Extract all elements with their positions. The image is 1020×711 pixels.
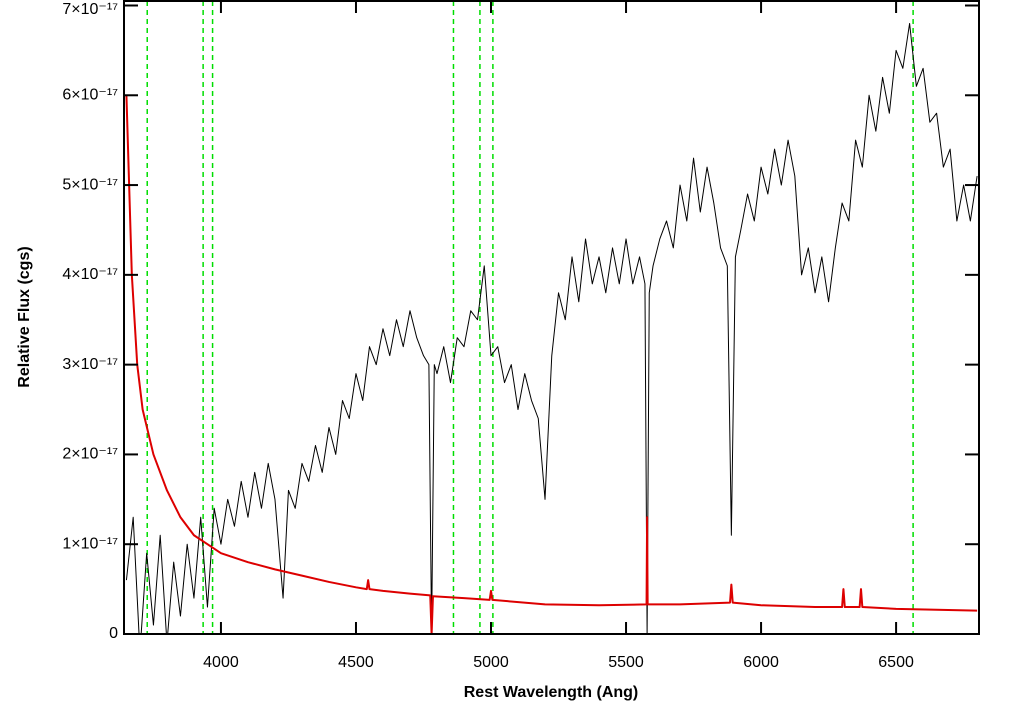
y-tick-label: 3×10⁻¹⁷ bbox=[62, 356, 118, 373]
y-tick-label: 2×10⁻¹⁷ bbox=[62, 446, 118, 463]
spectrum-line bbox=[125, 22, 978, 634]
y-tick-label: 4×10⁻¹⁷ bbox=[62, 266, 118, 283]
y-tick-label: 1×10⁻¹⁷ bbox=[62, 535, 118, 552]
y-tick-label: 6×10⁻¹⁷ bbox=[62, 86, 118, 103]
x-tick-label: 5500 bbox=[608, 654, 644, 671]
x-tick-label: 6500 bbox=[878, 654, 914, 671]
plot-area bbox=[125, 1, 978, 634]
x-tick-label: 4500 bbox=[338, 654, 374, 671]
spectrum-line bbox=[125, 95, 978, 634]
x-axis-title: Rest Wavelength (Ang) bbox=[464, 684, 639, 701]
y-tick-label: 7×10⁻¹⁷ bbox=[62, 1, 118, 18]
x-tick-label: 6000 bbox=[743, 654, 779, 671]
x-tick-label: 5000 bbox=[473, 654, 509, 671]
x-tick-label: 4000 bbox=[203, 654, 239, 671]
plot-frame bbox=[123, 0, 980, 635]
y-tick-label: 5×10⁻¹⁷ bbox=[62, 176, 118, 193]
y-tick-label: 0 bbox=[109, 625, 118, 642]
y-axis-title: Relative Flux (cgs) bbox=[16, 246, 33, 387]
